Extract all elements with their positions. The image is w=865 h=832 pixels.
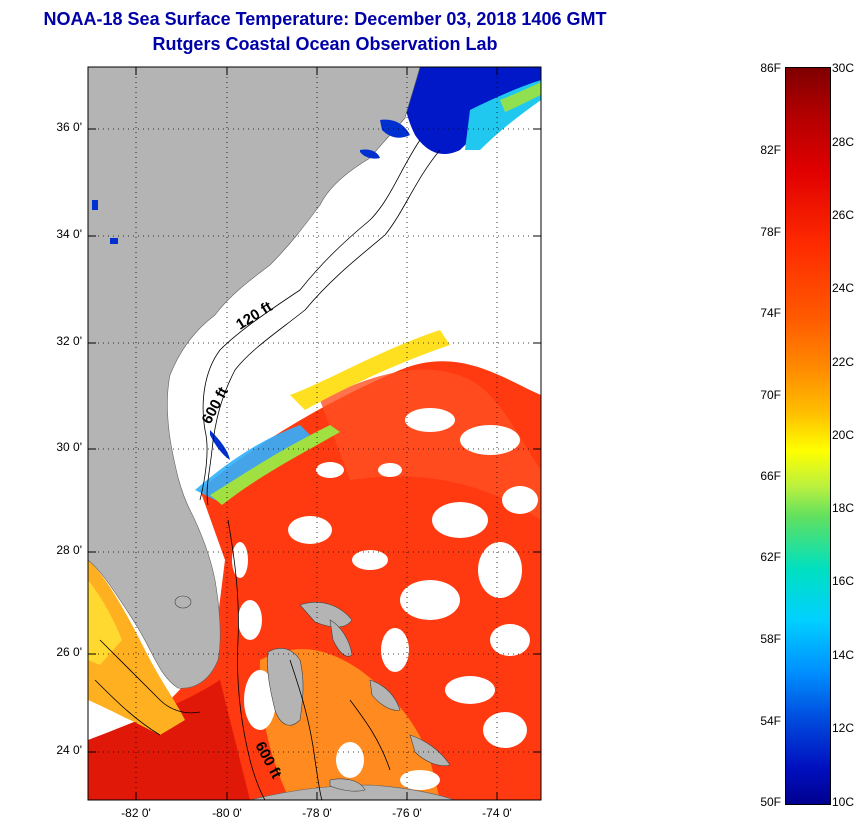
yellow-front bbox=[290, 330, 450, 410]
colorbar-c-24: 24C bbox=[832, 281, 855, 295]
bahamas-orange-water bbox=[259, 649, 440, 800]
lat-label-30: 30 0' bbox=[56, 440, 82, 454]
lon-label-82: -82 0' bbox=[121, 806, 151, 820]
map-title: NOAA-18 Sea Surface Temperature: Decembe… bbox=[43, 9, 607, 29]
lon-label-76: -76 0' bbox=[392, 806, 422, 820]
colorbar-f-70: 70F bbox=[760, 388, 781, 402]
west-florida-shelf-yellow bbox=[88, 580, 122, 665]
west-florida-shelf-warm bbox=[88, 560, 185, 735]
colorbar-c-10: 10C bbox=[832, 795, 855, 809]
lat-label-36: 36 0' bbox=[56, 120, 82, 134]
colorbar-f-62: 62F bbox=[760, 550, 781, 564]
lon-label-74: -74 0' bbox=[482, 806, 512, 820]
colorbar-f-66: 66F bbox=[760, 469, 781, 483]
colorbar-c-28: 28C bbox=[832, 135, 855, 149]
colorbar-f-50: 50F bbox=[760, 795, 781, 809]
green-front bbox=[210, 425, 340, 505]
colorbar-c-20: 20C bbox=[832, 428, 855, 442]
contour-120ft bbox=[199, 139, 421, 501]
colorbar-c-18: 18C bbox=[832, 501, 855, 515]
inland-cold-water bbox=[92, 119, 410, 460]
colorbar-f-82: 82F bbox=[760, 143, 781, 157]
lat-label-34: 34 0' bbox=[56, 227, 82, 241]
lat-label-32: 32 0' bbox=[56, 334, 82, 348]
colorbar-f-54: 54F bbox=[760, 714, 781, 728]
colorbar-c-12: 12C bbox=[832, 721, 855, 735]
lat-label-26: 26 0' bbox=[56, 645, 82, 659]
lat-label-28: 28 0' bbox=[56, 543, 82, 557]
lon-label-78: -78 0' bbox=[302, 806, 332, 820]
graticule bbox=[88, 67, 541, 800]
cool-shelf-water bbox=[195, 425, 310, 500]
colorbar-f-58: 58F bbox=[760, 632, 781, 646]
lon-label-80: -80 0' bbox=[212, 806, 242, 820]
map-subtitle: Rutgers Coastal Ocean Observation Lab bbox=[152, 34, 498, 54]
colorbar-f-74: 74F bbox=[760, 306, 781, 320]
colorbar-f-78: 78F bbox=[760, 225, 781, 239]
colorbar-c-14: 14C bbox=[832, 648, 855, 662]
gulf-stream-core bbox=[320, 369, 541, 520]
axis-ticks bbox=[88, 67, 541, 800]
colorbar-c-26: 26C bbox=[832, 208, 855, 222]
dark-red-water bbox=[88, 680, 250, 800]
lat-label-24: 24 0' bbox=[56, 743, 82, 757]
land-bahamas bbox=[174, 595, 451, 792]
colorbar-f-86: 86F bbox=[760, 61, 781, 75]
green-water-north bbox=[500, 82, 541, 112]
contour-600ft bbox=[206, 149, 441, 506]
temperature-colorbar bbox=[785, 67, 831, 805]
map-frame bbox=[87, 66, 542, 801]
land-mainland bbox=[88, 67, 421, 689]
bathymetry-contours bbox=[94, 139, 441, 800]
colorbar-c-30: 30C bbox=[832, 61, 855, 75]
colorbar-c-16: 16C bbox=[832, 574, 855, 588]
colorbar-c-22: 22C bbox=[832, 355, 855, 369]
cloud-patches bbox=[232, 408, 538, 790]
map-content bbox=[88, 67, 541, 800]
land-cuba bbox=[249, 784, 456, 800]
